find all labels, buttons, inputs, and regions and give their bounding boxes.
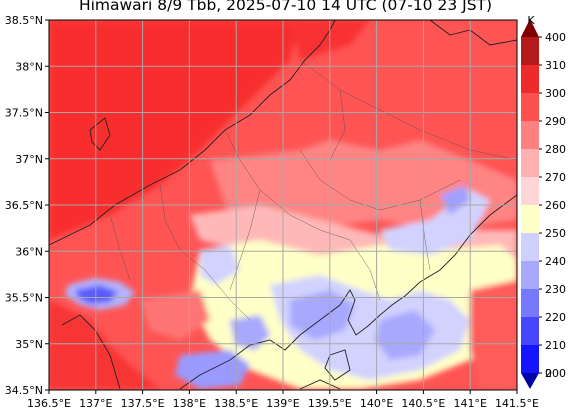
colorbar-label: 0 [545,367,552,380]
lat-tick-label: 36.5°N [5,199,43,212]
lat-tick-label: 37.5°N [5,107,43,120]
colorbar-label: 210 [545,339,566,352]
colorbar-band [521,65,539,94]
colorbar-label: 400 [545,31,566,44]
lon-tick-label: 138°E [173,397,206,409]
lat-tick-label: 35°N [15,338,43,351]
colorbar-label: 260 [545,199,566,212]
colorbar-band [521,121,539,150]
colorbar-unit: K [527,14,535,27]
prefecture-boundaries [109,59,517,321]
colorbar-band [521,345,539,374]
colorbar-label: 200 [545,367,566,380]
colorbar-label: 230 [545,283,566,296]
colorbar-label: 220 [545,311,566,324]
colorbar-band [521,317,539,346]
colorbar-band [521,149,539,178]
colorbar-extend-max [521,19,539,37]
lon-tick-label: 140°E [360,397,393,409]
map-title: Himawari 8/9 Tbb, 2025-07-10 14 UTC (07-… [78,0,493,14]
colorbar-band [521,205,539,234]
colorbar-label: 310 [545,59,566,72]
colorbar-label: 290 [545,115,566,128]
colorbar-band [521,289,539,318]
lon-tick-label: 138.5°E [214,397,258,409]
latitude-axis: 38.5°N 38°N 37.5°N 37°N 36.5°N 36°N 35.5°N 35°N… [5,14,49,397]
lat-tick-label: 37°N [15,153,43,166]
lon-tick-label: 139.5°E [308,397,352,409]
lon-tick-label: 141°E [453,397,486,409]
colorbar-band [521,261,539,290]
lon-tick-label: 137°E [79,397,112,409]
lat-tick-label: 35.5°N [5,292,43,305]
lon-tick-label: 137.5°E [121,397,165,409]
colorbar-band [521,93,539,122]
colorbar-extend-min [521,373,539,389]
lon-tick-label: 139°E [266,397,299,409]
lon-tick-label: 141.5°E [495,397,539,409]
colorbar-band [521,233,539,262]
lat-tick-label: 38°N [15,60,43,73]
lat-tick-label: 34.5°N [5,384,43,397]
colorbar-label: 270 [545,171,566,184]
colorbar-label: 280 [545,143,566,156]
lat-tick-label: 38.5°N [5,14,43,27]
colorbar-band [521,37,539,66]
lat-tick-label: 36°N [15,245,43,258]
colorbar-band [521,177,539,206]
lon-tick-label: 140.5°E [401,397,445,409]
colorbar-label: 240 [545,255,566,268]
colorbar-label: 300 [545,87,566,100]
lon-tick-label: 136.5°E [27,397,71,409]
longitude-axis: 136.5°E 137°E 137.5°E 138°E 138.5°E 139°E 139.… [27,390,539,409]
colorbar-label: 250 [545,227,566,240]
